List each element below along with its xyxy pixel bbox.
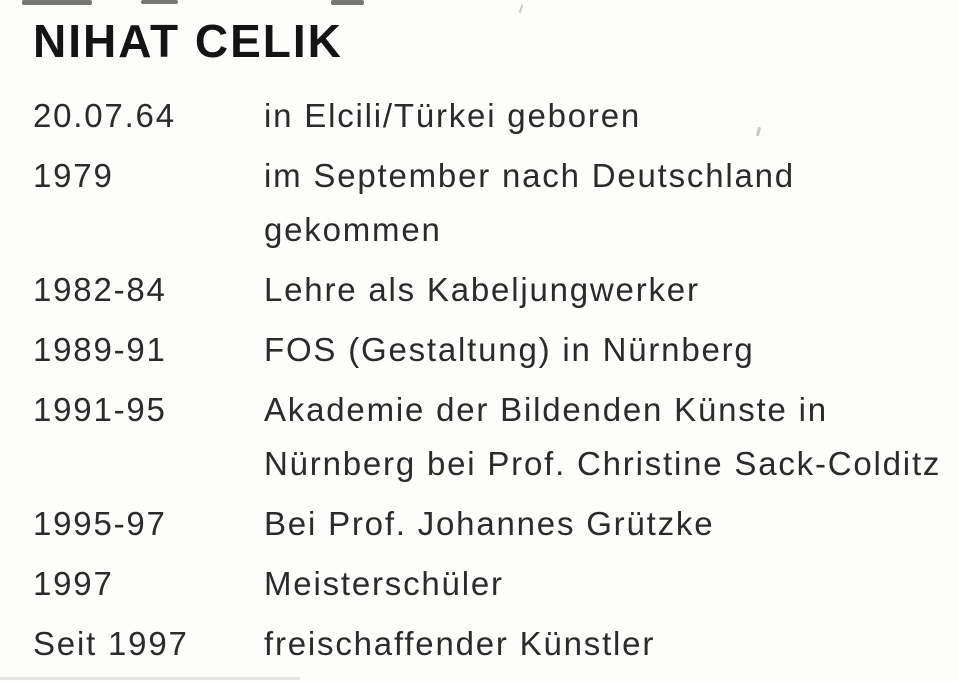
entry-description: im September nach Deutschland gekommen: [264, 157, 795, 248]
entry-date: 20.07.64: [33, 97, 176, 134]
entry-description: Akademie der Bildenden Künste in Nürnber…: [264, 391, 942, 482]
biography-row: 1982-84 Lehre als Kabeljungwerker: [33, 263, 958, 317]
biography-row: 1989-91 FOS (Gestaltung) in Nürnberg: [33, 323, 958, 377]
entry-description: Bei Prof. Johannes Grützke: [264, 505, 715, 542]
biography-row: 1997 Meisterschüler: [33, 557, 958, 611]
biography-list: 20.07.64 in Elcili/Türkei geboren 1979 i…: [33, 89, 958, 671]
entry-date: 1989-91: [33, 331, 167, 368]
entry-date: 1982-84: [33, 271, 167, 308]
entry-description: Meisterschüler: [264, 565, 504, 602]
scan-smudge-top-mid: [141, 0, 178, 4]
entry-description: freischaffender Künstler: [264, 625, 656, 662]
biography-row: 1995-97 Bei Prof. Johannes Grützke: [33, 497, 958, 551]
entry-date: 1979: [33, 157, 114, 194]
entry-description: Lehre als Kabeljungwerker: [264, 271, 700, 308]
entry-date: Seit 1997: [33, 625, 189, 662]
entry-date: 1991-95: [33, 391, 167, 428]
scan-smudge-top-left: [22, 0, 92, 5]
biography-row: 1991-95 Akademie der Bildenden Künste in…: [33, 383, 958, 491]
biography-row: Seit 1997 freischaffender Künstler: [33, 617, 958, 671]
entry-date: 1997: [33, 565, 114, 602]
biography-row: 20.07.64 in Elcili/Türkei geboren: [33, 89, 958, 143]
page-title: NIHAT CELIK: [33, 15, 343, 67]
entry-date: 1995-97: [33, 505, 167, 542]
entry-description: in Elcili/Türkei geboren: [264, 97, 642, 134]
scan-smudge-top-right: [331, 0, 364, 5]
entry-description: FOS (Gestaltung) in Nürnberg: [264, 331, 755, 368]
biography-row: 1979 im September nach Deutschland gekom…: [33, 149, 958, 257]
scan-strip-bottom: [0, 677, 300, 680]
